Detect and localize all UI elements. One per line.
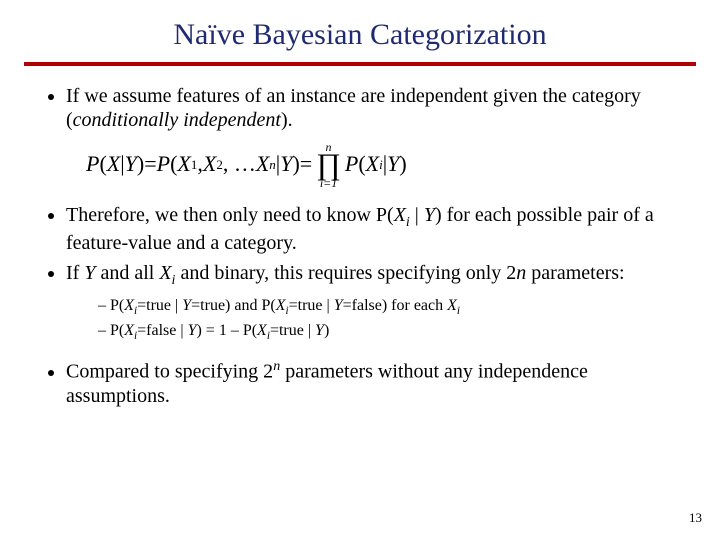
- f-lhs-open: (: [99, 151, 106, 178]
- f-lhs-x: X: [107, 151, 120, 178]
- f-mid-y: Y: [280, 151, 292, 178]
- f-rhs-open: (: [358, 151, 365, 178]
- title-rule: [24, 62, 696, 66]
- f-rhs-p: P: [345, 151, 358, 178]
- bullet-2: Therefore, we then only need to know P(X…: [66, 203, 686, 255]
- f-mid-p: P: [157, 151, 170, 178]
- b2-a: Therefore, we then only need to know P(: [66, 204, 394, 226]
- bullet-1-text-b: ).: [281, 109, 293, 131]
- bullet-1: If we assume features of an instance are…: [66, 84, 686, 189]
- bullet-4: Compared to specifying 2n parameters wit…: [66, 358, 686, 408]
- s1-xi: X: [124, 297, 134, 314]
- f-rhs-x: X: [366, 151, 379, 178]
- b2-y: Y: [424, 204, 435, 226]
- f-mid-xn: X: [256, 151, 269, 178]
- b2-xi: X: [394, 204, 406, 226]
- f-mid-c2: , …: [223, 151, 256, 178]
- s1-i3: i: [457, 306, 460, 318]
- f-mid-x1: X: [177, 151, 190, 178]
- page-number: 13: [689, 510, 702, 526]
- bullet-3: If Y and all Xi and binary, this require…: [66, 261, 686, 344]
- s1-a: P(: [110, 297, 124, 314]
- s2-e: ): [324, 322, 329, 339]
- s1-c: =true) and P(: [191, 297, 276, 314]
- s1-y2: Y: [334, 297, 343, 314]
- s2-y2: Y: [315, 322, 324, 339]
- s1-e: =false) for each: [343, 297, 448, 314]
- b3-b: and all: [95, 262, 159, 284]
- b3-y: Y: [84, 262, 95, 284]
- f-lhs-p: P: [86, 151, 99, 178]
- b4-a: Compared to specifying 2: [66, 361, 273, 383]
- s2-b: =false |: [137, 322, 187, 339]
- product-symbol: n ∏ i=1: [316, 141, 341, 189]
- slide: Naïve Bayesian Categorization If we assu…: [0, 0, 720, 540]
- s1-xi3: X: [447, 297, 457, 314]
- bullet-list: If we assume features of an instance are…: [38, 84, 686, 408]
- formula: P(X | Y) = P(X1, X2, … Xn | Y) = n ∏ i=1…: [86, 141, 686, 189]
- s1-b: =true |: [137, 297, 182, 314]
- sub-bullet-list: P(Xi=true | Y=true) and P(Xi=true | Y=fa…: [72, 295, 686, 344]
- f-mid-close: ): [292, 151, 299, 178]
- f-mid-x2: X: [203, 151, 216, 178]
- f-eq2: =: [300, 151, 312, 178]
- prod-pi: ∏: [316, 151, 341, 178]
- slide-title: Naïve Bayesian Categorization: [34, 18, 686, 52]
- f-rhs-y: Y: [387, 151, 399, 178]
- s1-d: =true |: [289, 297, 334, 314]
- f-rhs-close: ): [399, 151, 406, 178]
- prod-bot: i=1: [320, 177, 337, 189]
- f-lhs-y: Y: [125, 151, 137, 178]
- b2-b: |: [410, 204, 424, 226]
- b3-n: n: [516, 262, 526, 284]
- s2-xi2: X: [257, 322, 267, 339]
- s1-y: Y: [182, 297, 191, 314]
- bullet-1-italic: conditionally independent: [73, 109, 281, 131]
- f-eq1: =: [144, 151, 156, 178]
- b3-c: and binary, this requires specifying onl…: [175, 262, 516, 284]
- b3-a: If: [66, 262, 84, 284]
- s2-c: ) = 1 – P(: [196, 322, 257, 339]
- sub-bullet-2: P(Xi=false | Y) = 1 – P(Xi=true | Y): [98, 320, 686, 344]
- b3-xi: X: [159, 262, 171, 284]
- b3-d: parameters:: [526, 262, 624, 284]
- formula-block: P(X | Y) = P(X1, X2, … Xn | Y) = n ∏ i=1…: [86, 141, 686, 189]
- s2-d: =true |: [270, 322, 315, 339]
- s2-a: P(: [110, 322, 124, 339]
- f-lhs-close: ): [137, 151, 144, 178]
- sub-bullet-1: P(Xi=true | Y=true) and P(Xi=true | Y=fa…: [98, 295, 686, 319]
- s2-xi: X: [124, 322, 134, 339]
